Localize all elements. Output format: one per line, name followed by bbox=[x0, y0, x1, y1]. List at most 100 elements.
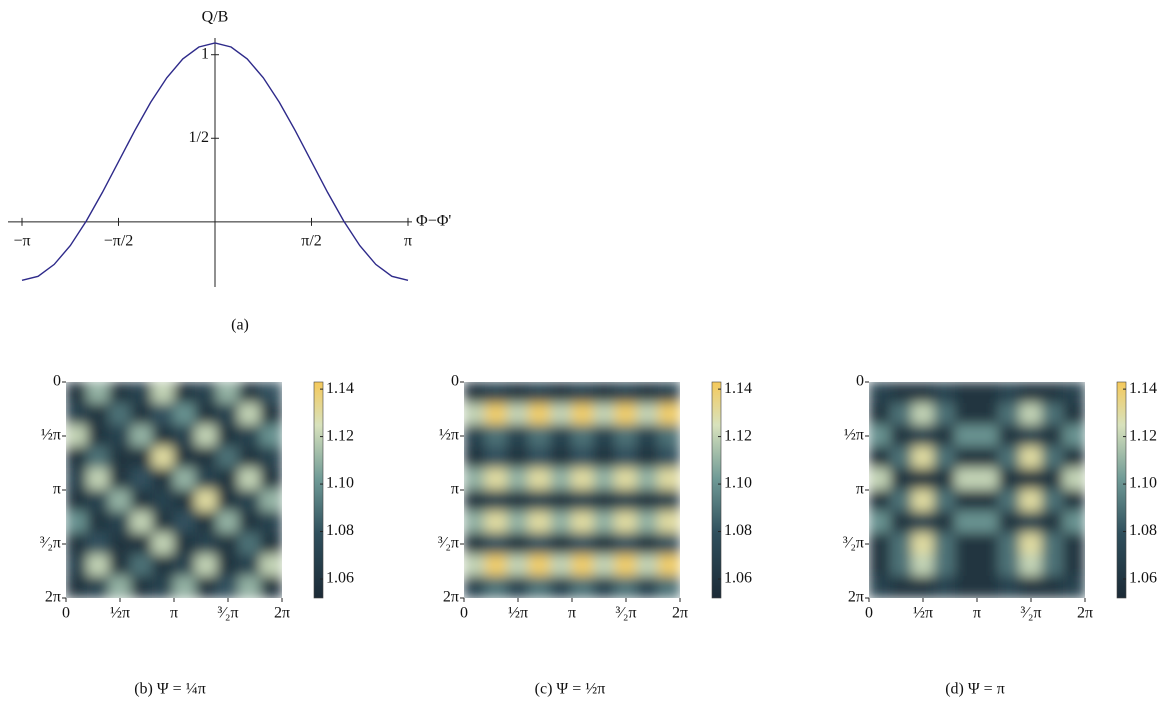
cell bbox=[593, 403, 616, 426]
x-tick-label: ³⁄₂π bbox=[217, 605, 238, 622]
cell bbox=[933, 467, 956, 491]
cell bbox=[66, 575, 89, 598]
cell bbox=[66, 532, 89, 556]
cell bbox=[216, 446, 240, 469]
cell bbox=[485, 511, 508, 534]
heatmap-cells bbox=[869, 382, 1085, 598]
cell bbox=[216, 382, 240, 405]
cell bbox=[151, 575, 175, 598]
y-tick-label: 0 bbox=[53, 373, 61, 390]
cell bbox=[998, 424, 1021, 448]
cell bbox=[998, 382, 1021, 405]
cell bbox=[238, 532, 261, 556]
cell bbox=[238, 575, 261, 598]
cell bbox=[259, 511, 282, 534]
cell bbox=[151, 403, 175, 426]
x-tick-label: π/2 bbox=[301, 232, 322, 249]
cell bbox=[657, 511, 680, 534]
y-tick-label: ½π bbox=[41, 427, 61, 444]
cell bbox=[636, 532, 659, 556]
colorbar bbox=[711, 381, 722, 599]
cell bbox=[657, 382, 680, 405]
cell bbox=[549, 403, 573, 426]
cell bbox=[614, 424, 638, 448]
cell bbox=[1062, 554, 1085, 577]
cell bbox=[87, 575, 110, 598]
cell bbox=[571, 489, 595, 513]
cell bbox=[976, 424, 1000, 448]
colorbar-label: 1.08 bbox=[326, 522, 354, 539]
cell bbox=[151, 511, 175, 534]
cell bbox=[1019, 424, 1043, 448]
cell bbox=[130, 403, 153, 426]
colorbar-label: 1.08 bbox=[1129, 522, 1157, 539]
cell bbox=[933, 403, 956, 426]
cell bbox=[593, 382, 616, 405]
cell bbox=[890, 489, 913, 513]
cell bbox=[933, 511, 956, 534]
cell bbox=[66, 382, 89, 405]
cell bbox=[869, 446, 892, 469]
x-tick-label: 0 bbox=[865, 605, 873, 622]
cell bbox=[933, 489, 956, 513]
x-tick-label: π bbox=[973, 605, 981, 622]
cell bbox=[66, 489, 89, 513]
cell bbox=[1019, 575, 1043, 598]
cell bbox=[976, 403, 1000, 426]
cell bbox=[593, 424, 616, 448]
cell bbox=[528, 424, 551, 448]
cell bbox=[216, 554, 240, 577]
cell bbox=[173, 382, 197, 405]
cell bbox=[571, 511, 595, 534]
cell bbox=[1062, 403, 1085, 426]
cell bbox=[998, 403, 1021, 426]
cell bbox=[66, 446, 89, 469]
cell bbox=[173, 575, 197, 598]
cell bbox=[238, 446, 261, 469]
cell bbox=[464, 532, 487, 556]
cell bbox=[108, 532, 132, 556]
cell bbox=[890, 575, 913, 598]
cell bbox=[549, 554, 573, 577]
cell bbox=[657, 554, 680, 577]
x-tick-label: 0 bbox=[460, 605, 468, 622]
cell bbox=[549, 467, 573, 491]
cell bbox=[130, 575, 153, 598]
cell bbox=[890, 446, 913, 469]
cell bbox=[238, 382, 261, 405]
cell bbox=[87, 532, 110, 556]
cell bbox=[506, 467, 530, 491]
cell bbox=[911, 424, 935, 448]
heatmap-cells bbox=[464, 382, 680, 598]
cell bbox=[87, 511, 110, 534]
y-axis-label: Q/B bbox=[202, 9, 229, 26]
x-tick-label: −π/2 bbox=[104, 232, 134, 249]
cell bbox=[933, 424, 956, 448]
cell bbox=[238, 424, 261, 448]
cell bbox=[66, 403, 89, 426]
cell bbox=[485, 403, 508, 426]
cell bbox=[87, 424, 110, 448]
y-tick-label: 0 bbox=[451, 373, 459, 390]
cell bbox=[890, 532, 913, 556]
cell bbox=[528, 467, 551, 491]
cell bbox=[614, 554, 638, 577]
cell bbox=[464, 575, 487, 598]
cell bbox=[636, 575, 659, 598]
cell bbox=[238, 489, 261, 513]
cell bbox=[549, 575, 573, 598]
cell bbox=[528, 403, 551, 426]
cell bbox=[549, 489, 573, 513]
caption: (c) Ψ = ½π bbox=[535, 681, 606, 698]
cell bbox=[593, 489, 616, 513]
cell bbox=[216, 575, 240, 598]
cell bbox=[464, 382, 487, 405]
cell bbox=[464, 511, 487, 534]
cell bbox=[998, 446, 1021, 469]
cell bbox=[528, 511, 551, 534]
cell bbox=[259, 554, 282, 577]
cell bbox=[954, 446, 978, 469]
cell bbox=[636, 554, 659, 577]
cell bbox=[195, 532, 218, 556]
cell bbox=[1019, 511, 1043, 534]
